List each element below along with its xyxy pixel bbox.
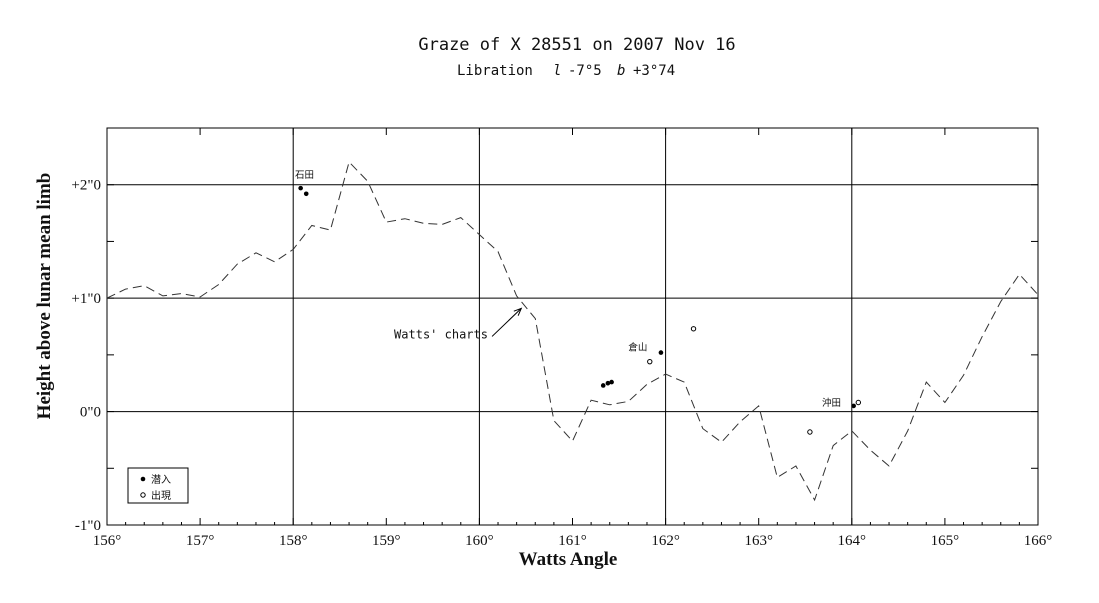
data-point-disappearance — [298, 185, 303, 191]
x-tick-label: 159° — [372, 533, 401, 549]
data-point-reappearance — [690, 326, 697, 332]
data-point-reappearance — [855, 399, 862, 406]
legend-box — [127, 467, 189, 504]
x-tick-label: 166° — [1024, 533, 1053, 549]
x-tick-label: 164° — [838, 533, 867, 549]
annotation-watts-charts: Watts' charts — [394, 327, 488, 341]
legend-label: 潜入 — [151, 473, 171, 486]
data-point-disappearance — [605, 380, 611, 386]
data-point-disappearance — [609, 379, 614, 385]
data-point-disappearance — [658, 350, 664, 355]
annotation-arrow-line — [491, 307, 522, 337]
legend-label: 出現 — [151, 489, 171, 502]
subtitle-prefix: Libration — [457, 63, 533, 79]
x-axis-label: Watts Angle — [519, 549, 618, 570]
data-point-disappearance — [851, 403, 856, 409]
y-axis-label: Height above lunar mean limb — [34, 173, 55, 420]
x-tick-label: 158° — [279, 533, 308, 549]
x-tick-label: 165° — [931, 533, 960, 549]
y-tick-label: +2"0 — [71, 178, 101, 194]
legend-marker-reappearance — [140, 492, 146, 498]
x-tick-label: 160° — [465, 533, 494, 549]
data-point-disappearance — [303, 191, 309, 197]
subtitle-b-symbol: b — [617, 63, 625, 79]
data-point-reappearance — [647, 358, 653, 365]
observer-label: 石田 — [295, 170, 314, 181]
annotation-arrow-head — [513, 307, 523, 316]
observer-label: 倉山 — [628, 341, 647, 353]
data-point-disappearance — [600, 383, 606, 388]
x-tick-label: 162° — [651, 533, 680, 549]
plot-frame — [106, 127, 1039, 526]
x-tick-label: 157° — [186, 533, 215, 549]
observer-label: 沖田 — [822, 397, 841, 409]
x-tick-label: 163° — [744, 533, 773, 549]
subtitle-b-value: +3°74 — [633, 63, 675, 79]
data-point-reappearance — [807, 429, 813, 435]
x-tick-label: 156° — [93, 533, 122, 549]
y-tick-label: 0"0 — [80, 405, 101, 421]
x-tick-label: 161° — [558, 533, 587, 549]
subtitle-l-symbol: l — [553, 63, 561, 79]
x-axis-ticks: 156° 157° 158° 159° 160° 161° 162° 163° 164° 165°… — [93, 128, 1053, 549]
y-tick-label: +1"0 — [71, 291, 101, 307]
legend-marker-disappearance — [140, 476, 146, 482]
series-layer — [106, 161, 1039, 502]
grid — [107, 128, 1038, 525]
y-tick-label: -1"0 — [75, 518, 101, 534]
y-axis-ticks: +2"0 +1"0 0"0 -1"0 — [71, 127, 1038, 534]
chart-subtitle: Libration l -7°5 b +3°74 — [457, 63, 675, 79]
subtitle-l-value: -7°5 — [568, 63, 602, 79]
series-line-watts-charts — [106, 161, 1039, 502]
chart-title: Graze of X 28551 on 2007 Nov 16 — [418, 35, 735, 55]
